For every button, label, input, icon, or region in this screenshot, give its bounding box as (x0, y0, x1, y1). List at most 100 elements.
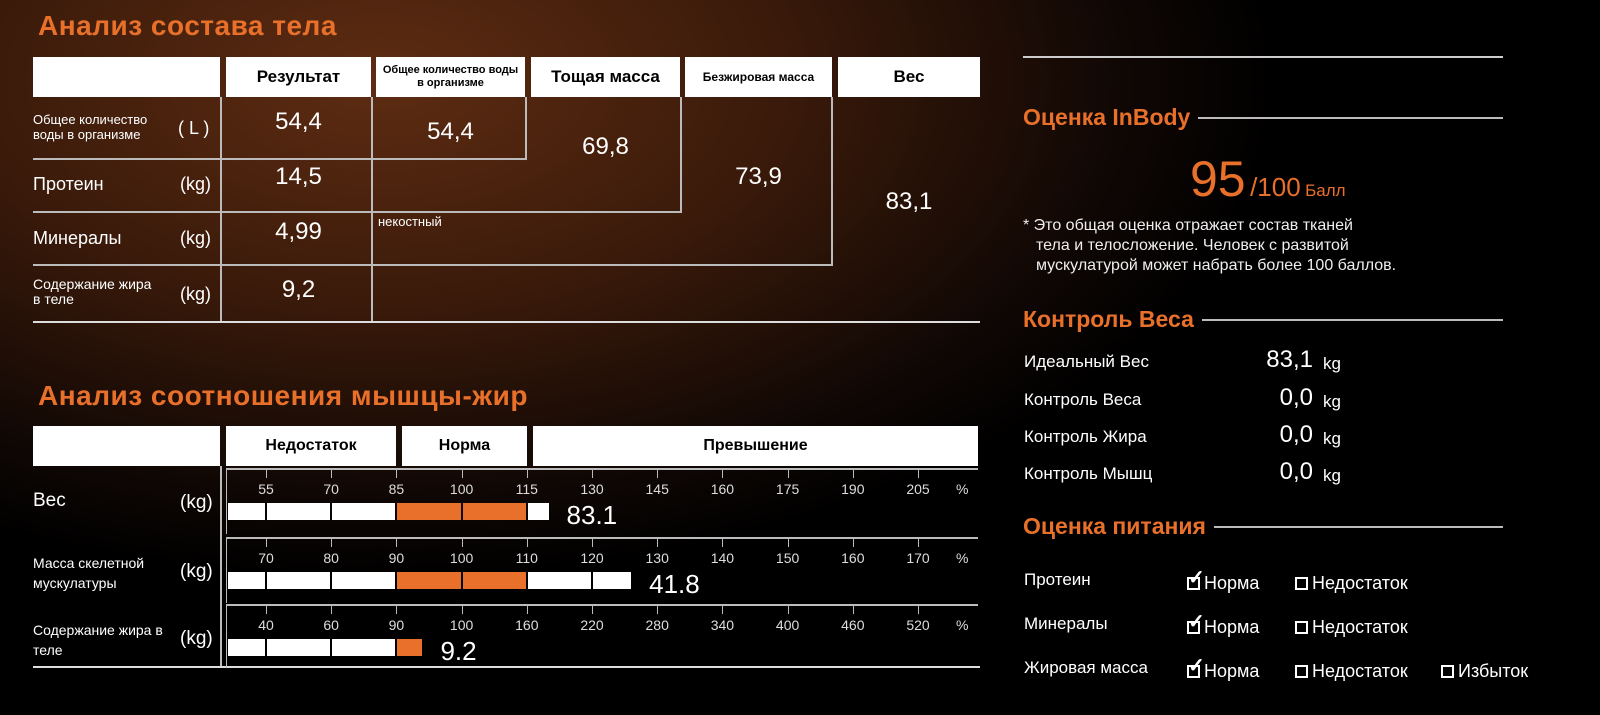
checkbox-icon[interactable] (1295, 621, 1308, 634)
tick-mark (918, 539, 919, 547)
divider (371, 97, 373, 321)
tick-mark (852, 539, 854, 547)
bar-value: 83.1 (566, 500, 618, 530)
tick-mark (592, 470, 593, 478)
tick-mark (396, 470, 398, 478)
weight-control-unit: kg (1323, 392, 1341, 411)
nutrition-option-Норма[interactable]: Норма (1187, 609, 1260, 638)
tick-label: 160 (841, 550, 865, 566)
header-result: Результат (226, 57, 371, 97)
tick-mark (722, 539, 724, 547)
tick-mark (266, 606, 267, 614)
header-total-water: Общее количество воды в организме (376, 57, 525, 97)
row-unit: (kg) (180, 284, 211, 304)
tick-mark (722, 470, 724, 478)
tick-label: 90 (388, 550, 405, 566)
nutrition-option-Избыток[interactable]: Избыток (1441, 661, 1528, 682)
chart-top-line (226, 604, 978, 606)
tick-label: 115 (515, 481, 538, 497)
row-label-water: Общее количество воды в организме (33, 112, 148, 142)
tick-label: 160 (710, 481, 735, 497)
checkbox-icon[interactable] (1295, 665, 1308, 678)
option-label: Недостаток (1312, 661, 1408, 681)
nutrition-option-Норма[interactable]: Норма (1187, 653, 1259, 682)
bar-value: 9.2 (440, 636, 477, 666)
nutrition-option-Недостаток[interactable]: Недостаток (1295, 661, 1408, 682)
tick-label: 520 (906, 617, 930, 633)
chart-axis-line (226, 606, 227, 668)
divider (680, 97, 682, 213)
chart-top-line (226, 537, 978, 539)
tick-label: 205 (906, 481, 930, 497)
value-weight: 83,1 (885, 188, 933, 215)
weight-control-value: 0,0 (1279, 458, 1313, 485)
option-label: Норма (1204, 573, 1260, 593)
tick-mark (266, 470, 267, 478)
option-label: Норма (1204, 617, 1260, 637)
bar-segment (228, 639, 265, 656)
bar-segment (228, 572, 265, 589)
nutrition-option-Недостаток[interactable]: Недостаток (1295, 617, 1408, 638)
tick-mark (592, 606, 593, 614)
tick-mark (396, 539, 398, 547)
checked-checkbox-icon[interactable] (1187, 565, 1205, 590)
tick-label: 340 (710, 617, 735, 633)
value-fat-free-mass: 73,9 (735, 163, 782, 190)
row-unit: (kg) (180, 174, 211, 194)
tick-mark (787, 470, 789, 478)
weight-control-label: Контроль Жира (1024, 427, 1147, 446)
bar-segment (332, 639, 396, 656)
chart-row-label: Вес (33, 490, 66, 511)
tick-label: 130 (580, 481, 604, 497)
score-note: * Это общая оценка отражает состав ткане… (1023, 216, 1396, 276)
note-line: мускулатурой может набрать более 100 бал… (1036, 257, 1397, 274)
tick-mark (526, 470, 528, 478)
weight-control-label: Контроль Веса (1024, 390, 1142, 409)
divider (33, 158, 527, 160)
weight-control-unit: kg (1323, 466, 1341, 485)
tick-label: 40 (258, 617, 274, 633)
tick-label: 70 (323, 481, 339, 497)
score-unit: Балл (1305, 181, 1346, 200)
tick-label: 55 (258, 481, 274, 497)
value-water: 54,4 (275, 108, 322, 135)
header-blank (33, 426, 220, 466)
nutrition-option-Норма[interactable]: Норма (1187, 565, 1260, 594)
tick-mark (787, 539, 789, 547)
bar-segment (593, 572, 632, 589)
inbody-score: 95 /100 Балл (1190, 150, 1346, 208)
tick-mark (331, 606, 333, 614)
tick-label: 90 (388, 617, 405, 633)
bar-segment (332, 572, 396, 589)
checked-checkbox-icon[interactable] (1187, 653, 1205, 678)
score-max: /100 (1250, 172, 1301, 202)
header-weight: Вес (838, 57, 980, 97)
nutrition-option-Недостаток[interactable]: Недостаток (1295, 573, 1408, 594)
inbody-score-heading: Оценка InBody (1023, 104, 1503, 131)
checked-checkbox-icon[interactable] (1187, 609, 1205, 634)
nutrition-heading: Оценка питания (1023, 513, 1503, 540)
tick-mark (266, 539, 267, 547)
tick-label: 100 (449, 481, 474, 497)
bar-segment (267, 572, 331, 589)
bar-segment (267, 503, 331, 520)
checkbox-icon[interactable] (1441, 665, 1454, 678)
option-label: Избыток (1458, 661, 1529, 681)
row-label-protein: Протеин (33, 174, 104, 194)
tick-label: 280 (645, 617, 669, 633)
value-protein: 14,5 (275, 163, 322, 190)
bar-segment (527, 503, 549, 520)
value-minerals: 4,99 (275, 218, 322, 245)
divider (220, 466, 222, 666)
tick-mark (331, 539, 333, 547)
weight-control-unit: kg (1323, 354, 1341, 373)
tick-mark (918, 606, 919, 614)
note-line: * Это общая оценка отражает состав ткане… (1023, 217, 1353, 234)
note-line: тела и телосложение. Человек с развитой (1036, 237, 1349, 254)
checkbox-icon[interactable] (1295, 577, 1308, 590)
weight-control-value: 0,0 (1279, 421, 1313, 448)
tick-label: 100 (449, 617, 474, 633)
tick-label: 175 (775, 481, 800, 497)
tick-mark (657, 606, 659, 614)
tick-mark (657, 539, 659, 547)
